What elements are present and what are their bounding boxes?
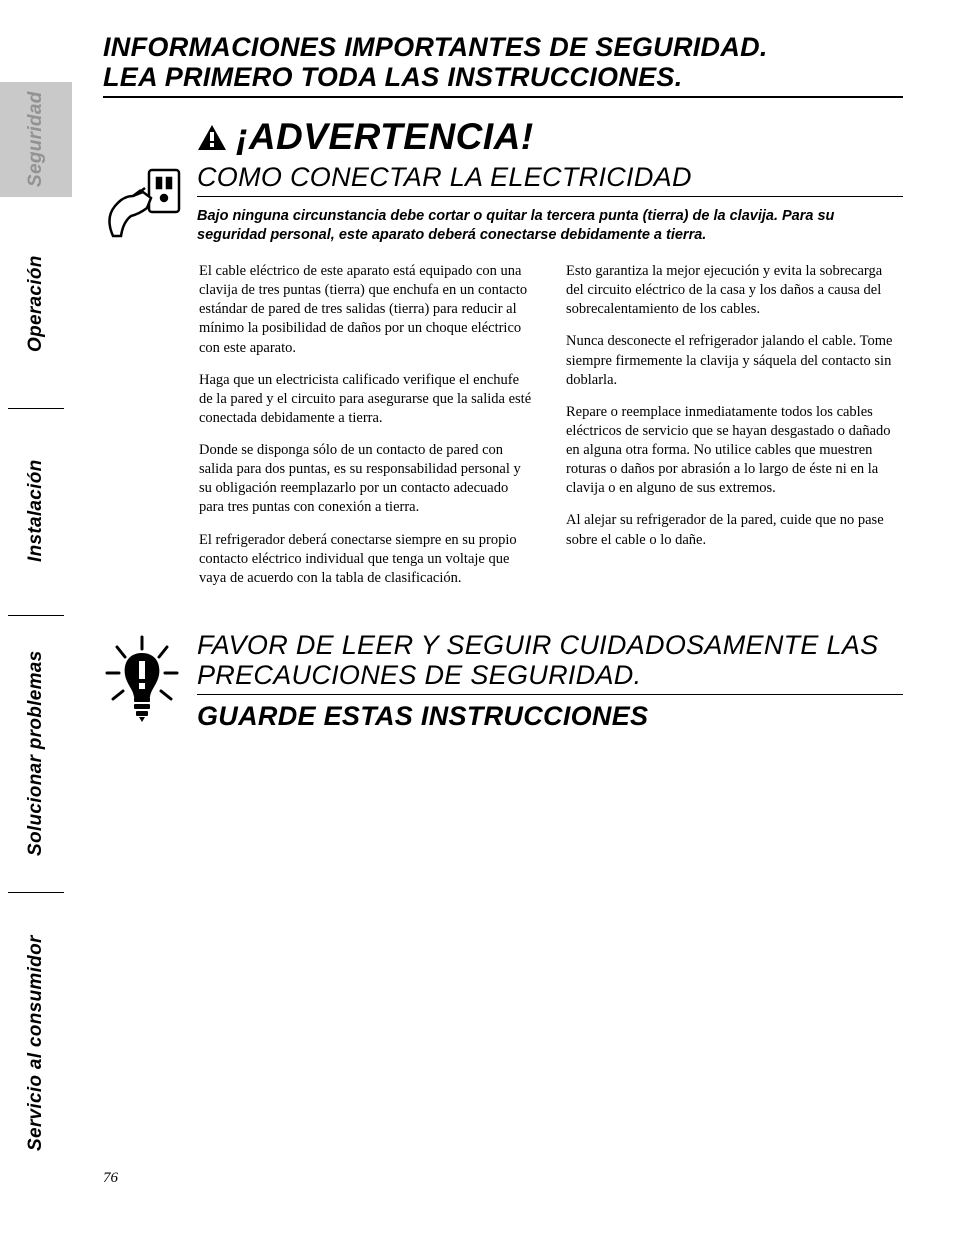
tab-divider: [8, 615, 64, 616]
sidebar-tab-solucionar-problemas[interactable]: Solucionar problemas: [0, 618, 72, 888]
sidebar-tab-operación[interactable]: Operación: [0, 204, 72, 404]
alert-lightbulb-icon: [103, 635, 181, 723]
body-paragraph: El refrigerador deberá conectarse siempr…: [199, 531, 536, 588]
body-paragraph: El cable eléctrico de este aparato está …: [199, 262, 536, 358]
footer-subtitle: FAVOR DE LEER Y SEGUIR CUIDADOSAMENTE LA…: [197, 631, 903, 695]
body-paragraph: Nunca desconecte el refrigerador jalando…: [566, 332, 903, 389]
header-line-1: INFORMACIONES IMPORTANTES DE SEGURIDAD.: [103, 32, 768, 62]
body-column-right: Esto garantiza la mejor ejecución y evit…: [566, 262, 903, 601]
sidebar-tab-seguridad[interactable]: Seguridad: [0, 82, 72, 197]
warning-title-text: ¡ADVERTENCIA!: [236, 116, 534, 158]
tab-divider: [8, 892, 64, 893]
page-header: INFORMACIONES IMPORTANTES DE SEGURIDAD. …: [103, 33, 903, 98]
footer-bold: GUARDE ESTAS INSTRUCCIONES: [197, 701, 903, 732]
warning-section: ¡ADVERTENCIA! COMO CONECTAR LA ELECTRICI…: [103, 116, 903, 260]
body-paragraph: Haga que un electricista calificado veri…: [199, 371, 536, 428]
body-columns: El cable eléctrico de este aparato está …: [199, 262, 903, 601]
footer-section: FAVOR DE LEER Y SEGUIR CUIDADOSAMENTE LA…: [103, 631, 903, 732]
sidebar-tab-servicio-al-consumidor[interactable]: Servicio al consumidor: [0, 895, 72, 1191]
plug-outlet-icon: [103, 168, 183, 238]
body-column-left: El cable eléctrico de este aparato está …: [199, 262, 536, 601]
sidebar-tabs: SeguridadOperaciónInstalaciónSolucionar …: [0, 30, 75, 1190]
page-number: 76: [103, 1170, 118, 1187]
warning-subtitle: COMO CONECTAR LA ELECTRICIDAD: [197, 162, 903, 197]
body-paragraph: Esto garantiza la mejor ejecución y evit…: [566, 262, 903, 319]
body-paragraph: Donde se disponga sólo de un contacto de…: [199, 441, 536, 518]
tab-divider: [8, 408, 64, 409]
page-content: INFORMACIONES IMPORTANTES DE SEGURIDAD. …: [103, 33, 903, 732]
sidebar-tab-instalación[interactable]: Instalación: [0, 411, 72, 611]
alert-triangle-icon: [197, 124, 227, 151]
warning-intro: Bajo ninguna circunstancia debe cortar o…: [197, 207, 903, 245]
header-line-2: LEA PRIMERO TODA LAS INSTRUCCIONES.: [103, 62, 683, 92]
warning-title: ¡ADVERTENCIA!: [197, 116, 903, 158]
body-paragraph: Repare o reemplace inmediatamente todos …: [566, 403, 903, 499]
body-paragraph: Al alejar su refrigerador de la pared, c…: [566, 511, 903, 549]
